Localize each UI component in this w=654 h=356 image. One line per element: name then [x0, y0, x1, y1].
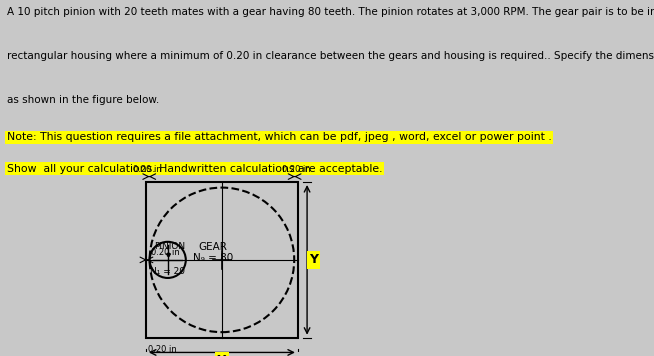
Text: as shown in the figure below.: as shown in the figure below. [7, 95, 159, 105]
Text: N₁ = 20: N₁ = 20 [150, 267, 185, 276]
Text: Note: This question requires a file attachment, which can be pdf, jpeg , word, e: Note: This question requires a file atta… [7, 132, 551, 142]
Text: 0.20 in: 0.20 in [152, 248, 181, 257]
Text: Show  all your calculations. Handwritten calculations are acceptable.: Show all your calculations. Handwritten … [7, 164, 382, 174]
Text: PINION: PINION [154, 242, 185, 251]
Text: X: X [217, 354, 227, 356]
Text: GEAR: GEAR [198, 242, 227, 252]
Text: A 10 pitch pinion with 20 teeth mates with a gear having 80 teeth. The pinion ro: A 10 pitch pinion with 20 teeth mates wi… [7, 7, 654, 17]
Text: Y: Y [309, 253, 318, 266]
Text: N₉ = 80: N₉ = 80 [192, 253, 233, 263]
Text: 0.20 in: 0.20 in [148, 345, 177, 354]
Bar [146, 182, 298, 337]
Text: rectangular housing where a minimum of 0.20 in clearance between the gears and h: rectangular housing where a minimum of 0… [7, 51, 654, 61]
Text: 0.20 in: 0.20 in [282, 165, 311, 174]
Text: 0.20 in: 0.20 in [133, 165, 162, 174]
